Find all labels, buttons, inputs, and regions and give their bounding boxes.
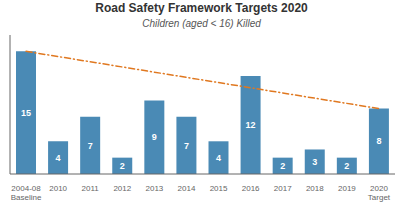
- svg-text:2020Target: 2020Target: [368, 184, 391, 202]
- svg-text:4: 4: [216, 153, 221, 163]
- html-text:Children (aged < 16) Killed: Children (aged < 16) Killed: [142, 18, 261, 29]
- svg-text:2: 2: [280, 161, 285, 171]
- svg-text:9: 9: [152, 132, 157, 142]
- svg-text:8: 8: [376, 136, 381, 146]
- svg-text:2019: 2019: [338, 184, 356, 193]
- svg-text:7: 7: [88, 141, 93, 151]
- svg-text:2016: 2016: [242, 184, 260, 193]
- svg-text:2013: 2013: [145, 184, 163, 193]
- svg-text:7: 7: [184, 141, 189, 151]
- svg-text:2010: 2010: [49, 184, 67, 193]
- svg-text:2: 2: [344, 161, 349, 171]
- svg-text:2017: 2017: [274, 184, 292, 193]
- svg-text:2004-08Baseline: 2004-08Baseline: [11, 184, 42, 202]
- svg-text:2011: 2011: [82, 184, 100, 193]
- svg-text:2: 2: [120, 161, 125, 171]
- svg-text:12: 12: [246, 120, 256, 130]
- svg-text:2014: 2014: [178, 184, 196, 193]
- svg-text:2018: 2018: [306, 184, 324, 193]
- svg-text:2015: 2015: [210, 184, 228, 193]
- svg-text:2012: 2012: [113, 184, 131, 193]
- svg-text:4: 4: [56, 153, 61, 163]
- html-text:Road Safety Framework Targets: Road Safety Framework Targets 2020: [95, 1, 308, 15]
- svg-text:3: 3: [312, 157, 317, 167]
- svg-text:15: 15: [21, 108, 31, 118]
